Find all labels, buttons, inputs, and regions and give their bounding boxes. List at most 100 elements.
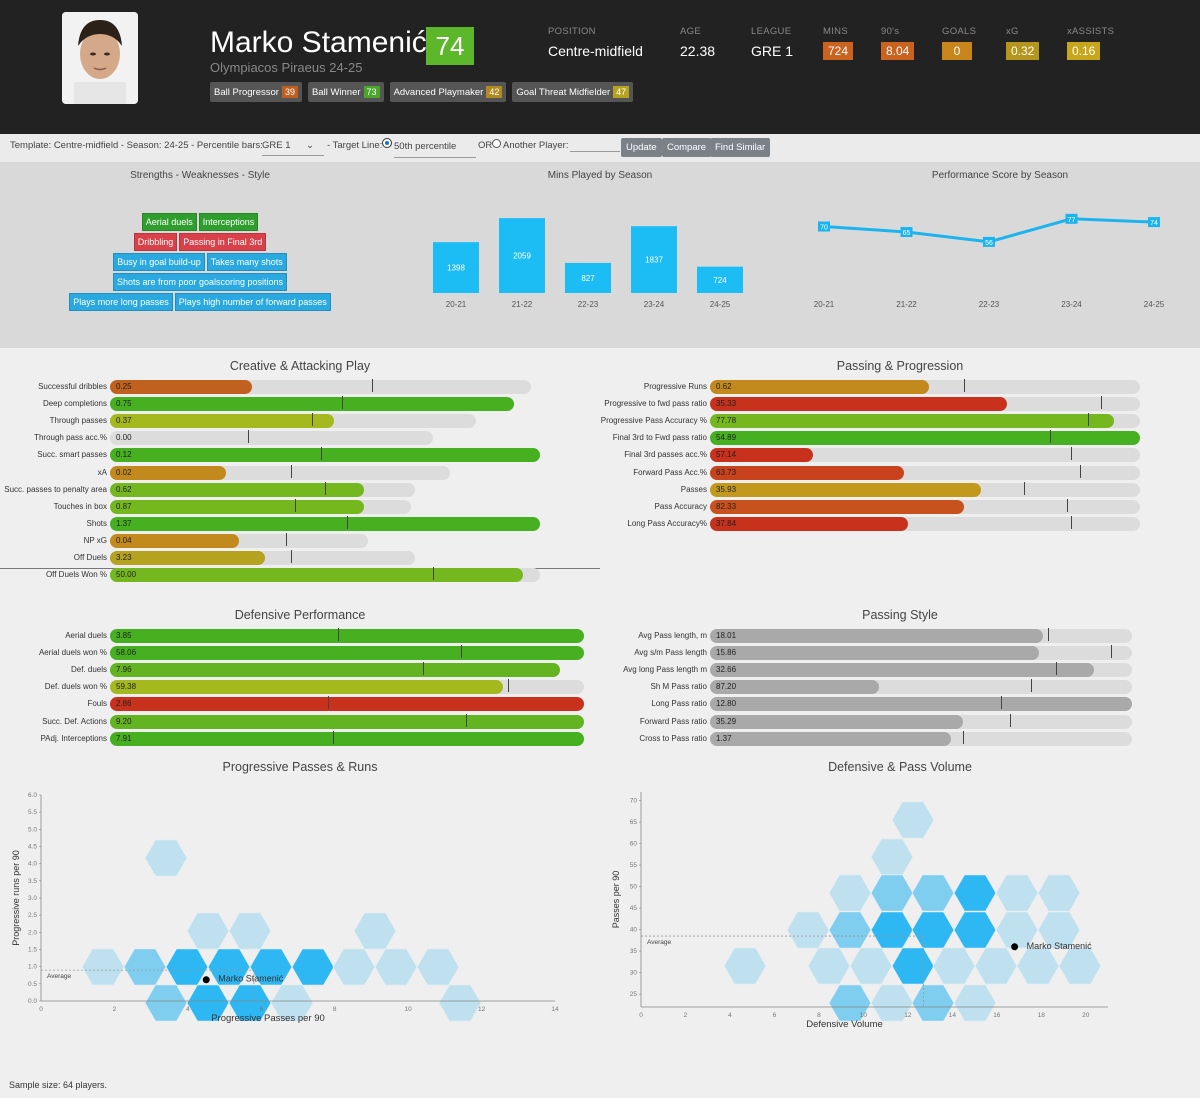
bar-value: 3.85 [116, 631, 132, 640]
strengths-title: Strengths - Weaknesses - Style [130, 170, 270, 181]
target-line-marker [294, 498, 296, 512]
perf-point [900, 227, 913, 237]
mins-bar-label: 827 [581, 274, 595, 283]
bar-fill [710, 465, 904, 480]
bar-track: 7.91 [110, 730, 584, 746]
bar-value: 0.62 [116, 484, 132, 494]
target-line-marker [1079, 464, 1081, 478]
bar-value: 35.93 [716, 484, 737, 494]
bar-fill [110, 697, 584, 712]
stat-label: xASSISTS [1067, 26, 1115, 37]
another-player-input[interactable] [570, 151, 620, 152]
bar-track: 0.25 [110, 379, 532, 394]
bar-value: 7.91 [116, 733, 132, 743]
find-similar-button[interactable]: Find Similar [710, 138, 771, 157]
bar-value: 77.78 [716, 416, 737, 426]
bar-value: 18.01 [716, 631, 737, 640]
bar-label: Forward Pass ratio [639, 716, 707, 726]
update-button[interactable]: Update [621, 138, 662, 157]
bar-fill [110, 680, 504, 695]
x-tick: 2 [684, 1012, 688, 1019]
hex-cell [81, 948, 125, 986]
player-name: Marko Stamenić [210, 26, 427, 59]
hex-cell [849, 947, 893, 985]
perf-point-label: 56 [985, 240, 993, 247]
target-line-marker [1071, 515, 1073, 529]
y-tick: 25 [630, 991, 638, 998]
bar-label: Through pass acc.% [34, 433, 107, 443]
target-line-marker [422, 662, 424, 676]
perf-point-label: 74 [1150, 220, 1158, 227]
defvol-chart-title: Defensive & Pass Volume [828, 760, 972, 774]
mins-bar [433, 242, 479, 293]
mins-bar [697, 266, 743, 293]
sample-size-text: Sample size: 64 players. [9, 1080, 108, 1090]
mins-chart-title: Mins Played by Season [547, 170, 653, 181]
y-tick: 4.0 [28, 861, 37, 868]
target-line-marker [1071, 447, 1073, 461]
role-label: Ball Progressor [214, 86, 279, 98]
bar-fill [710, 516, 908, 531]
hex-cell [165, 948, 209, 986]
stat-xg: xG 0.32 [1006, 26, 1040, 60]
hex-cell [995, 874, 1039, 912]
hex-cell [353, 912, 397, 950]
bar-fill [110, 551, 265, 565]
chevron-down-icon: ⌄ [306, 140, 314, 151]
compare-button[interactable]: Compare [662, 138, 712, 157]
bar-label: Def. duels [70, 665, 107, 675]
bar-value: 32.66 [716, 665, 737, 675]
bar-value: 9.20 [116, 716, 132, 726]
role-badge: Ball Winner 73 [307, 82, 384, 102]
y-tick: 3.0 [28, 895, 37, 902]
y-tick: 65 [630, 819, 638, 826]
bar-value: 35.29 [716, 716, 737, 726]
y-tick: 2.0 [28, 929, 37, 936]
stat-label: GOALS [942, 26, 977, 37]
bar-value: 0.04 [116, 535, 132, 545]
bar-label: Passes [680, 484, 707, 494]
bar-fill [710, 414, 1115, 429]
hex-cell [828, 911, 872, 949]
bar-track: 7.96 [110, 662, 561, 678]
bar-value: 50.00 [116, 570, 137, 580]
perf-x-tick: 22-23 [979, 300, 1000, 309]
league-select[interactable]: GRE 1 ⌄ [262, 140, 324, 156]
passing-section-title: Passing & Progression [836, 359, 964, 373]
x-tick: 12 [478, 1006, 486, 1013]
perf-point [983, 236, 995, 247]
percentile-input[interactable]: 50th percentile [394, 141, 476, 158]
bar-label: Progressive to fwd pass ratio [604, 399, 707, 409]
mins-bar-label: 1398 [447, 264, 465, 273]
bar-track: 35.33 [710, 396, 1140, 412]
hex-cell [270, 984, 314, 1022]
perf-x-tick: 21-22 [896, 300, 917, 309]
target-line-marker [1056, 662, 1058, 676]
mins-x-tick: 23-24 [644, 300, 665, 309]
tag-row: Plays more long passes Plays high number … [30, 292, 370, 312]
percentile-radio[interactable] [382, 138, 392, 148]
bar-value: 12.80 [716, 699, 737, 709]
player-point-label: Marko Stamenić [1027, 941, 1093, 951]
bar-fill [110, 448, 540, 463]
bar-label: Fouls [87, 699, 107, 709]
hex-cell [953, 984, 997, 1022]
league-select-value: GRE 1 [262, 140, 291, 151]
target-line-marker [1066, 498, 1068, 512]
style-tag: Passing in Final 3rd [179, 233, 267, 251]
another-player-radio[interactable] [492, 139, 501, 148]
x-tick: 6 [259, 1006, 263, 1013]
y-tick: 55 [630, 862, 638, 869]
bar-track: 82.33 [710, 498, 1140, 514]
mins-bar-label: 724 [713, 276, 727, 285]
bar-label: Aerial duels [65, 631, 107, 640]
bar-fill [110, 499, 364, 514]
bar-track: 1.37 [710, 730, 1132, 746]
stat-label: 90's [881, 26, 900, 37]
hex-cell [870, 874, 914, 912]
y-tick: 5.0 [28, 826, 37, 833]
bar-track: 0.87 [110, 498, 411, 514]
mins-played-chart: 1398 20-21 2059 21-22 827 22-23 1837 23-24 724 24… [433, 218, 743, 309]
bar-fill [710, 731, 951, 746]
bar-fill [710, 629, 1044, 643]
